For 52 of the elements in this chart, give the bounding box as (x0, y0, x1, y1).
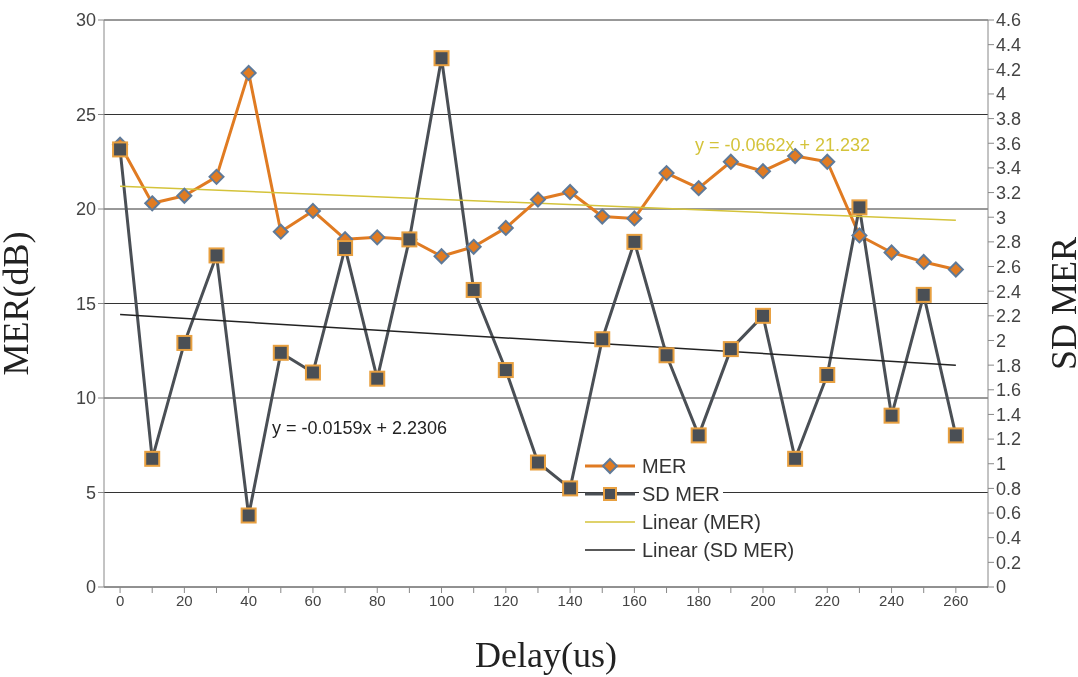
x-tick-label: 140 (557, 591, 583, 609)
y-tick-label: 5 (85, 482, 96, 503)
y-axis-title: MER(dB) (0, 231, 36, 376)
y2-tick-label: 3.2 (996, 182, 1022, 203)
y2-tick-label: 1.2 (996, 429, 1022, 450)
y2-tick-label: 3.4 (996, 158, 1022, 179)
y2-tick-label: 4.4 (996, 35, 1022, 56)
y2-tick-label: 0.8 (996, 478, 1022, 499)
x-tick-label: 260 (943, 591, 969, 609)
y2-tick-label: 2 (996, 330, 1007, 351)
legend-label: MER (639, 454, 690, 478)
y2-tick-label: 2.4 (996, 281, 1022, 302)
y2-tick-label: 3 (996, 207, 1007, 228)
y-tick-label: 15 (75, 293, 96, 314)
x-tick-label: 160 (621, 591, 647, 609)
x-tick-label: 80 (368, 591, 386, 609)
y2-tick-label: 0.6 (996, 503, 1022, 524)
y2-tick-label: 3.6 (996, 133, 1022, 154)
y-tick-label: 10 (75, 388, 96, 409)
y-tick-label: 25 (75, 104, 96, 125)
x-tick-label: 40 (240, 591, 257, 609)
y2-tick-label: 1 (996, 454, 1007, 475)
y2-tick-label: 2.2 (996, 306, 1022, 327)
x-tick-label: 200 (750, 591, 776, 609)
legend-label: Linear (SD MER) (639, 538, 798, 562)
y2-tick-label: 1.4 (996, 404, 1022, 425)
x-tick-label: 240 (879, 591, 905, 609)
y2-tick-label: 2.6 (996, 256, 1022, 277)
x-tick-label: 100 (429, 591, 455, 609)
y2-tick-label: 1.8 (996, 355, 1022, 376)
annotation: y = -0.0662x + 21.232 (695, 135, 871, 156)
y-tick-label: 30 (75, 10, 96, 31)
legend-label: SD MER (639, 482, 723, 506)
y2-tick-label: 3.8 (996, 109, 1022, 129)
x-tick-label: 0 (115, 591, 125, 609)
x-tick-label: 20 (176, 591, 193, 609)
x-tick-label: 220 (814, 591, 840, 609)
y2-tick-label: 0.4 (996, 528, 1022, 549)
y2-tick-label: 1.6 (996, 380, 1022, 401)
annotation: y = -0.0159x + 2.2306 (272, 418, 448, 439)
x-axis-title: Delay(us) (475, 635, 617, 675)
y2-tick-label: 2.8 (996, 232, 1022, 253)
legend-label: Linear (MER) (639, 510, 764, 534)
y2-tick-label: 4.6 (996, 10, 1022, 31)
y2-tick-label: 0.2 (996, 552, 1022, 573)
x-tick-label: 120 (493, 591, 519, 609)
y2-tick-label: 4.2 (996, 59, 1022, 80)
y2-tick-label: 4 (996, 84, 1007, 105)
x-tick-label: 60 (304, 591, 322, 609)
y-tick-label: 20 (75, 199, 96, 220)
x-tick-label: 180 (686, 591, 712, 609)
y2-axis-title: SD MER (1043, 236, 1078, 371)
